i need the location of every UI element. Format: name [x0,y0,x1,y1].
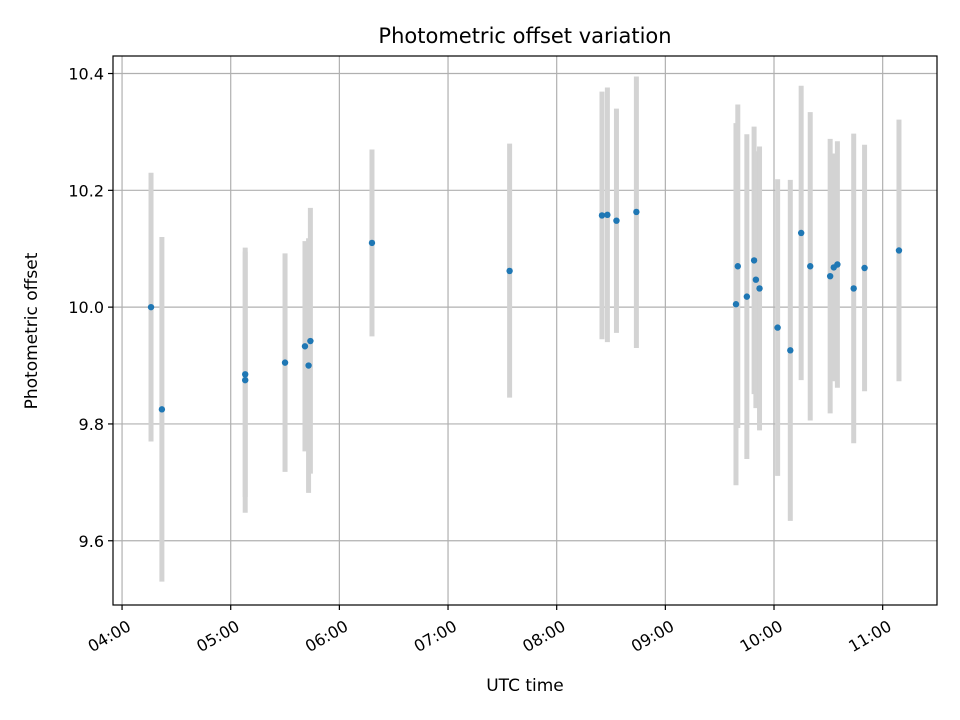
grid-lines [113,56,937,605]
data-point [756,285,763,292]
data-point [861,264,868,272]
chart-title: Photometric offset variation [378,24,671,48]
y-tick-label: 10.0 [68,298,104,317]
data-point [281,359,289,366]
y-axis: 9.6 9.8 10.0 10.2 10.4 [68,65,113,551]
data-point [895,247,903,254]
data-point [774,324,781,331]
data-point [604,211,611,219]
data-point [301,343,309,350]
data-point [147,303,155,311]
data-point [750,257,758,264]
data-point [787,347,794,354]
data-point [732,301,740,308]
data-point [834,261,841,268]
y-tick-label: 10.4 [68,65,104,84]
data-point [850,285,857,292]
data-point [613,217,620,224]
x-axis-label: UTC time [486,676,564,696]
data-points [147,208,903,413]
data-point [734,263,741,270]
plot-frame [112,55,938,606]
y-tick-label: 9.6 [79,532,104,551]
data-point [598,212,606,219]
data-point [752,276,760,283]
data-point [633,208,640,216]
data-point [242,371,249,378]
data-point [368,239,376,247]
data-point [506,267,513,275]
data-point [826,272,834,280]
data-point [307,337,314,345]
data-point [242,376,249,384]
data-point [305,362,312,369]
data-point [797,229,805,237]
y-tick-label: 9.8 [79,415,104,434]
data-point [807,263,814,270]
data-point [743,293,751,300]
y-tick-label: 10.2 [68,181,104,200]
y-axis-label: Photometric offset [22,252,42,409]
data-point [158,406,166,413]
